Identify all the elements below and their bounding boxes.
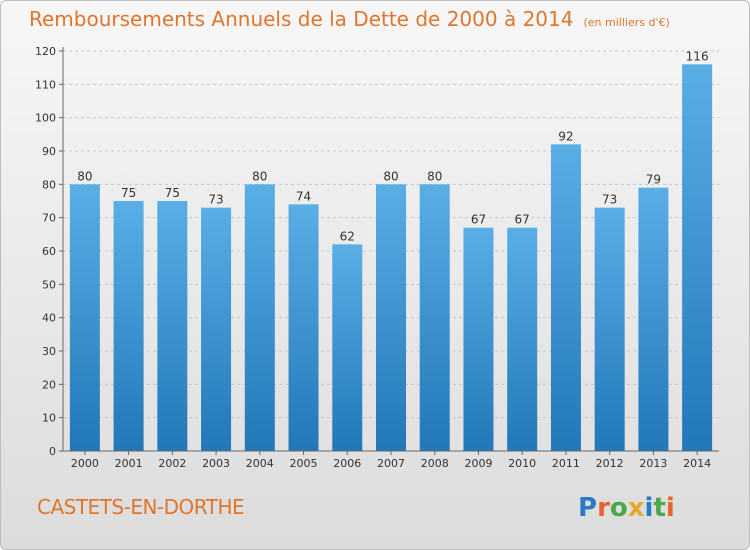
bar-2013 [638, 187, 669, 451]
data-label-2012: 73 [602, 193, 617, 207]
y-tick-label: 90 [42, 145, 56, 158]
bar-2010 [507, 227, 538, 451]
bar-2001 [113, 201, 144, 451]
y-tick-label: 70 [42, 212, 56, 225]
data-label-2006: 62 [340, 229, 355, 243]
y-tick-label: 100 [35, 112, 56, 125]
bar-2000 [69, 184, 100, 452]
x-tick-label: 2006 [333, 457, 361, 470]
bar-2009 [463, 227, 494, 451]
y-tick-label: 50 [42, 278, 56, 291]
x-tick-label: 2003 [202, 457, 230, 470]
y-tick-label: 0 [49, 445, 56, 458]
chart-unit-label: (en milliers d'€) [583, 16, 670, 29]
bar-2011 [550, 144, 581, 452]
x-tick-label: 2012 [596, 457, 624, 470]
data-label-2013: 79 [646, 173, 661, 187]
x-tick-label: 2010 [508, 457, 536, 470]
bar-2006 [332, 244, 363, 451]
bar-2014 [682, 64, 713, 452]
data-label-2008: 80 [427, 169, 442, 183]
bar-2005 [288, 204, 319, 451]
bar-2002 [157, 201, 188, 451]
data-label-2010: 67 [515, 213, 530, 227]
y-tick-label: 120 [35, 45, 56, 58]
data-label-2000: 80 [77, 169, 92, 183]
data-label-2007: 80 [383, 169, 398, 183]
data-label-2005: 74 [296, 189, 311, 203]
x-tick-label: 2008 [421, 457, 449, 470]
bar-2004 [244, 184, 275, 452]
data-label-2001: 75 [121, 186, 136, 200]
x-tick-label: 2002 [158, 457, 186, 470]
chart-title: Remboursements Annuels de la Dette de 20… [29, 7, 670, 31]
bar-2012 [594, 207, 625, 451]
axes: 0 10 20 30 40 50 60 70 80 90 100 110 120 2000 2001 2002… [35, 45, 719, 470]
x-tick-label: 2013 [639, 457, 667, 470]
x-tick-label: 2009 [464, 457, 492, 470]
svg-text:Proxiti: Proxiti [578, 493, 675, 523]
y-tick-label: 80 [42, 178, 56, 191]
x-tick-label: 2005 [290, 457, 318, 470]
x-tick-label: 2001 [115, 457, 143, 470]
bars: 80 75 75 73 80 74 62 80 80 67 67 92 73 79 116 [69, 49, 713, 452]
data-label-2004: 80 [252, 169, 267, 183]
y-tick-label: 10 [42, 412, 56, 425]
data-label-2002: 75 [165, 186, 180, 200]
proxiti-logo: Proxiti [578, 493, 675, 523]
x-tick-label: 2007 [377, 457, 405, 470]
data-label-2011: 92 [558, 129, 573, 143]
data-label-2009: 67 [471, 213, 486, 227]
y-tick-label: 60 [42, 245, 56, 258]
y-tick-label: 40 [42, 312, 56, 325]
y-tick-label: 20 [42, 378, 56, 391]
x-tick-label: 2000 [71, 457, 99, 470]
data-label-2003: 73 [208, 193, 223, 207]
y-tick-label: 30 [42, 345, 56, 358]
bar-2003 [201, 207, 232, 451]
chart-title-text: Remboursements Annuels de la Dette de 20… [29, 7, 574, 31]
x-tick-label: 2014 [683, 457, 711, 470]
bar-2007 [376, 184, 406, 452]
y-tick-label: 110 [35, 78, 56, 91]
x-tick-label: 2004 [246, 457, 274, 470]
data-label-2014: 116 [686, 49, 709, 63]
location-label: CASTETS-EN-DORTHE [37, 495, 245, 519]
bar-2008 [419, 184, 450, 452]
x-tick-label: 2011 [552, 457, 580, 470]
